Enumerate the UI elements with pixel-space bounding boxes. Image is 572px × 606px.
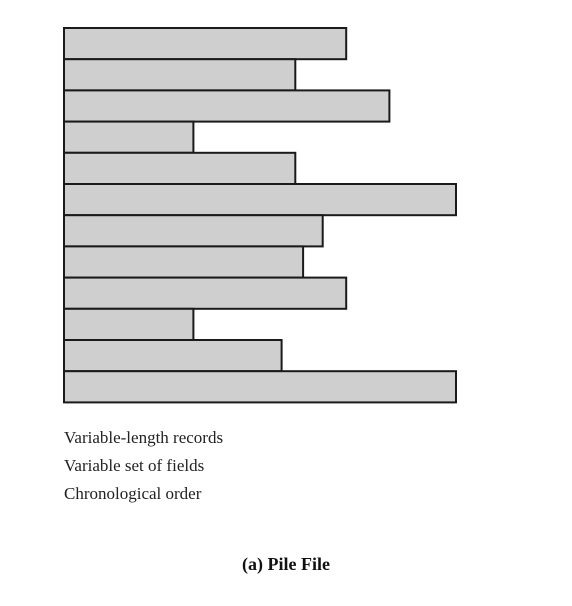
record-bar <box>63 245 305 279</box>
record-bar <box>63 214 324 248</box>
record-bar <box>63 183 457 217</box>
pile-file-diagram <box>63 27 457 404</box>
caption-variable-set-of-fields: Variable set of fields <box>64 456 205 475</box>
caption-variable-length-records: Variable-length records <box>64 428 224 447</box>
record-bar <box>63 370 457 404</box>
record-bar <box>63 307 195 341</box>
record-bar <box>63 58 297 92</box>
record-bar <box>63 27 348 61</box>
caption-chronological-order: Chronological order <box>64 484 202 503</box>
record-bar <box>63 89 391 123</box>
record-bar <box>63 151 297 186</box>
record-bar <box>63 276 348 310</box>
record-bar <box>63 120 195 154</box>
record-bar <box>63 339 283 373</box>
figure-title: (a) Pile File <box>242 554 330 574</box>
